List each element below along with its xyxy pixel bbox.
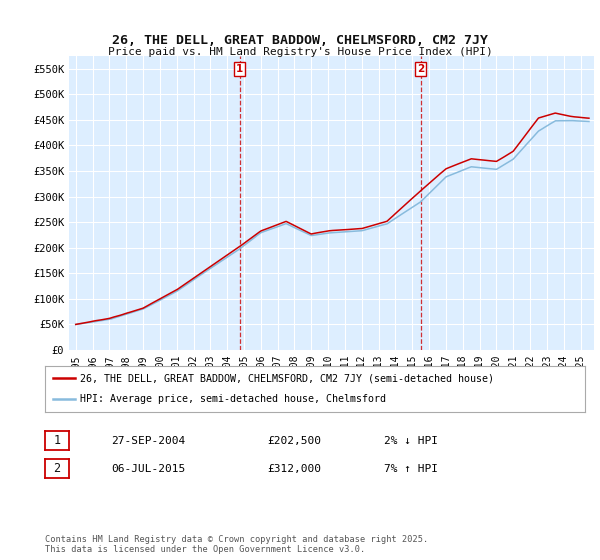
Text: £202,500: £202,500: [267, 436, 321, 446]
Text: 7% ↑ HPI: 7% ↑ HPI: [384, 464, 438, 474]
Text: 06-JUL-2015: 06-JUL-2015: [111, 464, 185, 474]
Text: Price paid vs. HM Land Registry's House Price Index (HPI): Price paid vs. HM Land Registry's House …: [107, 47, 493, 57]
Text: 26, THE DELL, GREAT BADDOW, CHELMSFORD, CM2 7JY (semi-detached house): 26, THE DELL, GREAT BADDOW, CHELMSFORD, …: [80, 373, 494, 383]
Text: 27-SEP-2004: 27-SEP-2004: [111, 436, 185, 446]
Text: £312,000: £312,000: [267, 464, 321, 474]
Text: 26, THE DELL, GREAT BADDOW, CHELMSFORD, CM2 7JY: 26, THE DELL, GREAT BADDOW, CHELMSFORD, …: [112, 34, 488, 46]
Text: 2: 2: [53, 462, 61, 475]
Text: 2% ↓ HPI: 2% ↓ HPI: [384, 436, 438, 446]
Text: 1: 1: [53, 434, 61, 447]
Text: 1: 1: [236, 64, 243, 74]
Text: HPI: Average price, semi-detached house, Chelmsford: HPI: Average price, semi-detached house,…: [80, 394, 386, 404]
Text: Contains HM Land Registry data © Crown copyright and database right 2025.
This d: Contains HM Land Registry data © Crown c…: [45, 535, 428, 554]
Text: 2: 2: [417, 64, 424, 74]
